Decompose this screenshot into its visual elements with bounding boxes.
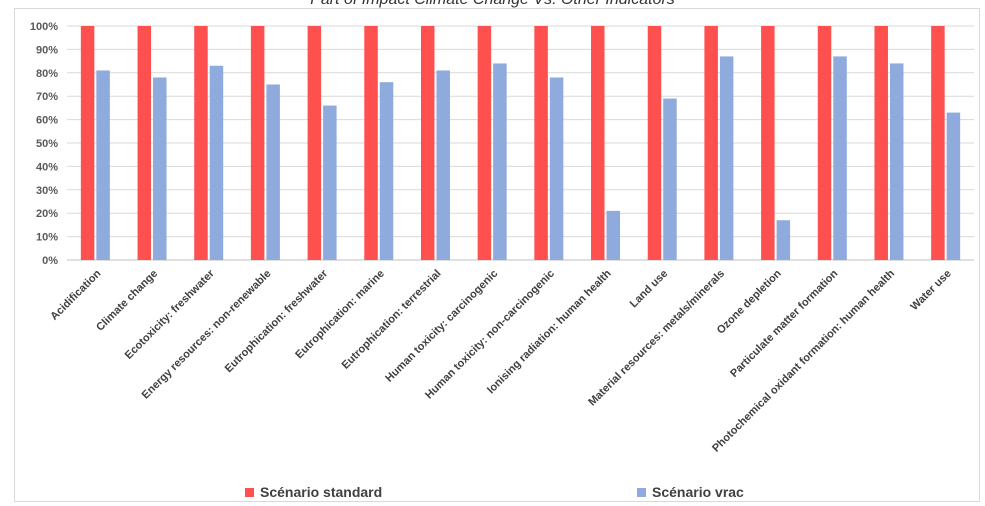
x-category-label: Water use [908,268,953,313]
bar-vrac [549,77,564,260]
bar-standard [874,26,888,260]
x-category-label: Climate change [94,268,160,334]
bar-standard [194,26,208,260]
bar-vrac [833,56,847,260]
bar-standard [307,26,322,260]
bar-vrac [379,82,394,260]
legend-item-vrac: Scénario vrac [637,484,744,500]
bar-standard [137,26,152,260]
x-category-label: Human toxicity: carcinogenic [383,268,500,385]
bars [80,26,961,261]
legend-label-vrac: Scénario vrac [652,484,744,500]
bar-chart: 0% 10% 20% 30% 40% 50% 60% 70% 80% 90% 100% Acidif… [30,21,974,455]
y-tick-label: 60% [36,115,58,127]
bar-vrac [266,84,280,260]
bar-standard [704,26,718,260]
bar-standard [761,26,775,260]
bar-standard [534,26,548,260]
y-tick-label: 50% [36,138,58,150]
bar-vrac [776,220,791,260]
bar-standard [647,26,662,260]
chart-title: Part of Impact Climate Change Vs. Other … [0,0,985,9]
bar-standard [80,26,95,260]
bar-vrac [663,98,677,260]
bar-standard [931,26,945,260]
y-tick-label: 70% [36,91,58,103]
x-category-label: Eutrophication: terrestrial [340,268,444,372]
bar-vrac [719,56,734,260]
bar-standard [477,26,492,260]
x-category-label: Particulate matter formation [728,267,840,379]
bar-vrac [96,70,110,261]
legend: Scénario standard Scénario vrac [0,484,985,504]
y-axis-ticks: 0% 10% 20% 30% 40% 50% 60% 70% 80% 90% 100% [30,21,58,267]
y-tick-label: 90% [36,44,58,56]
x-category-label: Eutrophication: freshwater [223,267,331,375]
bar-vrac [436,70,450,261]
bar-standard [591,26,605,260]
bar-vrac [209,65,224,260]
y-tick-label: 40% [36,161,58,173]
x-category-label: Land use [628,268,671,311]
bar-standard [250,26,265,260]
y-tick-label: 80% [36,68,58,80]
bar-vrac [323,105,337,260]
legend-label-standard: Scénario standard [260,484,383,500]
y-tick-label: 30% [36,185,58,197]
bar-vrac [889,63,904,260]
bar-vrac [493,63,507,260]
bar-vrac [606,210,621,260]
y-tick-label: 100% [30,21,58,33]
x-category-label: Ionising radiation: human health [485,267,614,396]
legend-swatch-vrac [637,487,646,497]
bar-standard [420,26,435,260]
bar-standard [817,26,832,260]
bar-vrac [153,77,167,260]
bar-standard [364,26,378,260]
y-tick-label: 20% [36,208,58,220]
legend-swatch-standard [245,487,254,497]
legend-item-standard: Scénario standard [245,484,382,500]
y-tick-label: 10% [36,232,58,244]
x-category-label: Acidification [48,267,103,322]
bar-vrac [946,112,961,260]
y-tick-label: 0% [42,255,58,267]
